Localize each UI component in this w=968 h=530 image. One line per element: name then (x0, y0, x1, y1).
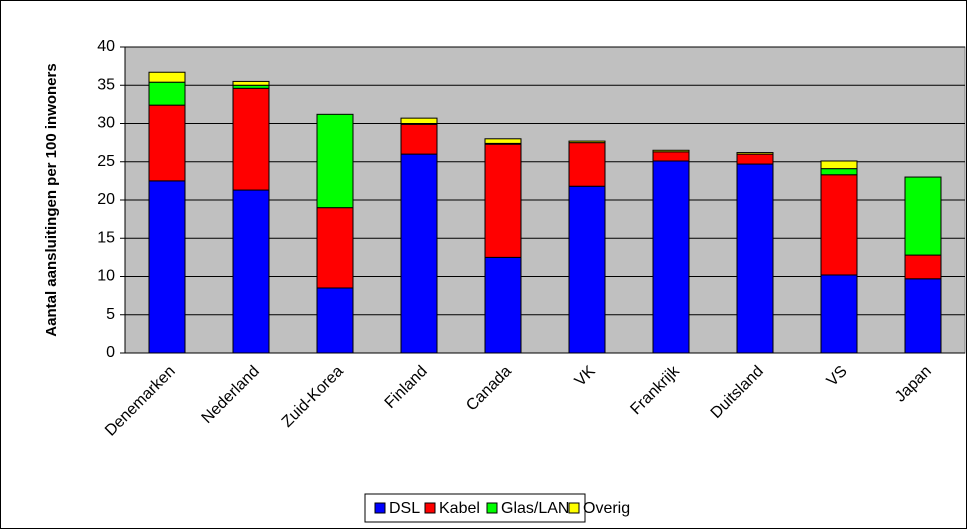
bar-segment (232, 80, 270, 86)
y-tick-label: 25 (97, 153, 115, 170)
y-tick-label: 35 (97, 76, 115, 93)
bar-segment (568, 185, 606, 354)
legend-swatch (486, 502, 498, 514)
bar-segment (904, 176, 942, 256)
bar-segment (316, 207, 354, 289)
bar-segment (736, 163, 774, 354)
bar-segment (736, 152, 774, 155)
bar-segment (652, 151, 690, 162)
bar-segment (484, 256, 522, 354)
y-tick-label: 40 (97, 38, 115, 55)
y-tick-label: 0 (106, 344, 115, 361)
bar-segment (904, 254, 942, 280)
legend-label: Kabel (439, 500, 480, 517)
legend-swatch (374, 502, 386, 514)
bar-segment (400, 117, 438, 124)
y-tick-label: 5 (106, 306, 115, 323)
bar-segment (232, 189, 270, 354)
legend-box (364, 493, 586, 523)
legend-label: Overig (583, 500, 630, 517)
bar-segment (484, 138, 522, 144)
bar-segment (484, 143, 522, 258)
bar-segment (820, 168, 858, 176)
bar-segment (904, 278, 942, 354)
bar-segment (736, 153, 774, 165)
bar-segment (820, 160, 858, 170)
legend-label: Glas/LAN (501, 500, 569, 517)
bar-segment (148, 71, 186, 83)
bar-segment (148, 104, 186, 182)
bar-segment (400, 123, 438, 155)
y-tick-label: 15 (97, 229, 115, 246)
y-axis-label: Aantal aansluitingen per 100 inwoners (43, 63, 60, 336)
bar-segment (316, 287, 354, 354)
bar-segment (820, 174, 858, 276)
bar-segment (568, 140, 606, 144)
legend-swatch (568, 502, 580, 514)
bar-segment (652, 160, 690, 354)
bar-segment (148, 180, 186, 354)
legend-swatch (424, 502, 436, 514)
y-tick-label: 10 (97, 268, 115, 285)
y-tick-label: 20 (97, 191, 115, 208)
y-tick-label: 30 (97, 115, 115, 132)
bar-segment (568, 142, 606, 187)
bar-segment (400, 153, 438, 354)
bar-segment (148, 81, 186, 106)
bar-segment (232, 87, 270, 191)
bar-segment (652, 149, 690, 153)
bar-segment (820, 274, 858, 354)
legend-label: DSL (389, 500, 420, 517)
bar-segment (316, 113, 354, 209)
